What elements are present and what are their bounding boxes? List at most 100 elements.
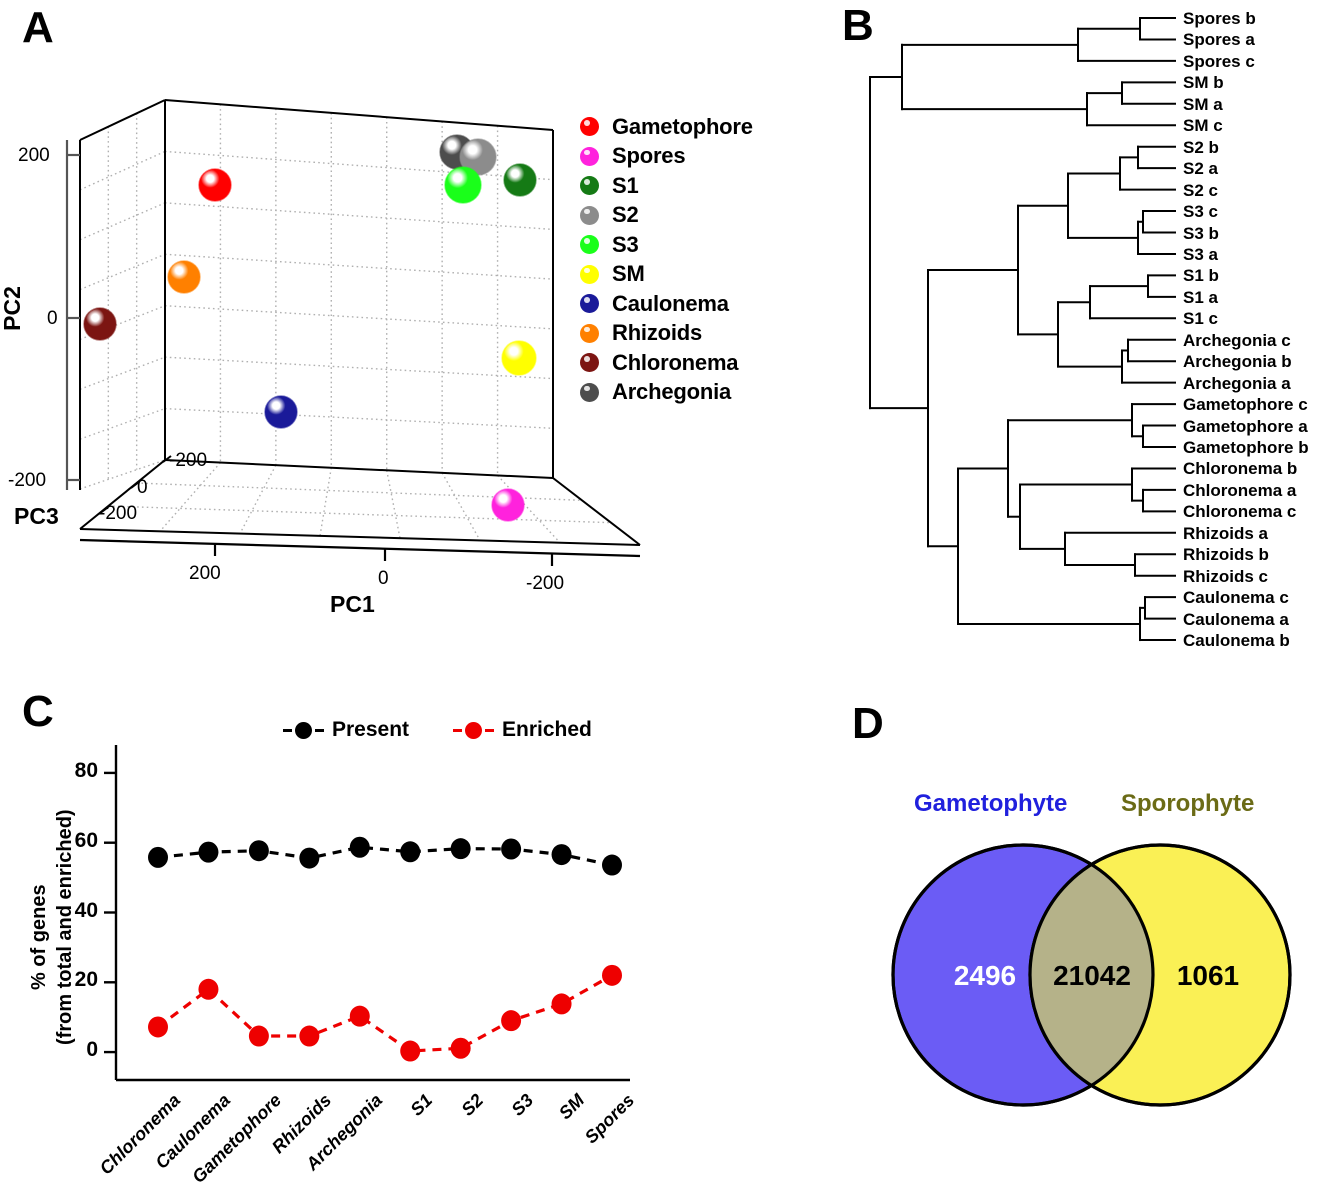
legend-marker-icon — [580, 117, 599, 137]
dendrogram-leaf: Archegonia c — [1183, 330, 1291, 350]
legend-marker-icon — [580, 146, 599, 166]
panel-d-letter: D — [852, 699, 884, 748]
dendrogram-leaf: Spores c — [1183, 51, 1255, 71]
pc2-tick-200: 200 — [18, 145, 50, 166]
pc1-axis-title: PC1 — [330, 591, 375, 617]
legend-marker-icon — [580, 294, 599, 314]
panel-c-legend-item-enriched[interactable]: Enriched — [450, 718, 592, 742]
pca-point-s1 — [504, 164, 536, 196]
pca-legend-label: Rhizoids — [612, 320, 703, 346]
dendrogram-leaf: Spores b — [1183, 9, 1256, 28]
legend-dash-icon — [283, 728, 292, 732]
venn-title-gametophyte: Gametophyte — [914, 790, 1068, 817]
venn-value-intersection: 21042 — [1053, 960, 1131, 991]
pca-point-rim — [503, 163, 537, 197]
genes-percentage-line-chart-svg — [104, 745, 630, 1082]
pca-3d-scatter-svg — [65, 99, 641, 566]
panel-c-datapoint-enriched — [551, 993, 572, 1015]
panel-c-datapoint-present — [501, 838, 522, 860]
dendrogram-leaf: S1 c — [1183, 309, 1218, 329]
panel-c-line-chart: C % of genes (from total and enriched) 0… — [0, 690, 680, 1187]
pca-point-rim — [167, 260, 201, 294]
pc3-axis-title: PC3 — [14, 503, 59, 529]
venn-circle-sporophyte-outline — [1028, 843, 1292, 1107]
legend-marker-icon — [580, 205, 599, 225]
pca-point-rim — [83, 307, 117, 341]
pc2-tick-0: 0 — [47, 308, 58, 329]
dendrogram-leaf: Caulonema c — [1183, 588, 1289, 608]
dendrogram-leaf: Rhizoids b — [1183, 545, 1269, 565]
dendrogram-leaf: Rhizoids c — [1183, 566, 1269, 586]
dendrogram-leaf: Gametophore b — [1183, 438, 1309, 457]
panel-c-line-enriched — [157, 973, 613, 1053]
dendrogram-leaf: Caulonema a — [1183, 609, 1289, 629]
pca-legend-label: Chloronema — [612, 349, 739, 375]
pca-point-rim — [501, 340, 537, 376]
pca-legend-item-chloronema[interactable]: Chloronema — [580, 348, 820, 378]
pca-legend-item-s3[interactable]: S3 — [580, 230, 820, 260]
dendrogram-leaf: S3 a — [1183, 244, 1218, 264]
pc2-tick-neg200: -200 — [8, 470, 47, 491]
panel-c-datapoint-present — [248, 840, 269, 862]
legend-dash-icon — [453, 728, 462, 732]
dendrogram-leaf: Gametophore c — [1183, 395, 1308, 415]
panel-c-datapoint-enriched — [148, 1016, 168, 1038]
pca-legend-label: Gametophore — [612, 113, 753, 139]
legend-dot-icon — [295, 721, 312, 739]
pca-legend-item-rhizoids[interactable]: Rhizoids — [580, 319, 820, 349]
legend-marker-icon — [580, 176, 599, 196]
panel-b-letter: B — [842, 1, 874, 50]
panel-c-line-present — [157, 845, 613, 867]
pca-legend-item-spores[interactable]: Spores — [580, 142, 820, 172]
panel-c-ytick: 40 — [74, 898, 98, 922]
panel-c-legend-item-present[interactable]: Present — [280, 718, 409, 742]
dendrogram-leaf: Archegonia a — [1183, 373, 1291, 393]
pca-legend-item-sm[interactable]: SM — [580, 260, 820, 290]
panel-d-venn-diagram: D Gametophyte Sporophyte 2496 21042 1061 — [830, 690, 1342, 1173]
pca-point-rim — [444, 166, 482, 204]
pca-legend-item-s2[interactable]: S2 — [580, 201, 820, 231]
pca-point-s3 — [445, 167, 481, 203]
pca-point-gametophore — [199, 169, 231, 201]
pca-legend-item-caulonema[interactable]: Caulonema — [580, 289, 820, 319]
legend-marker-icon — [580, 235, 599, 255]
pc1-tick-neg200: -200 — [526, 573, 565, 594]
legend-dash-icon — [315, 728, 324, 732]
pc1-tick-200: 200 — [189, 563, 221, 584]
pca-legend-label: S3 — [612, 231, 639, 257]
dendrogram-leaf: S1 b — [1183, 266, 1219, 286]
pca-legend-label: Archegonia — [612, 379, 732, 405]
pc3-tick-neg200-top: -200 — [169, 450, 208, 471]
panel-c-datapoint-enriched — [349, 1005, 370, 1027]
dendrogram-leaf: SM a — [1183, 94, 1223, 114]
panel-c-ytick: 20 — [74, 968, 98, 992]
panel-a-pca-plot: A — [0, 0, 830, 640]
dendrogram-leaf: S3 c — [1183, 202, 1218, 222]
pc1-tick-0: 0 — [378, 568, 389, 589]
dendrogram-leaf: Spores a — [1183, 30, 1255, 50]
panel-c-datapoint-enriched — [602, 964, 622, 986]
legend-dash-icon — [485, 728, 494, 732]
pca-legend-item-archegonia[interactable]: Archegonia — [580, 378, 820, 408]
pca-legend-item-gametophore[interactable]: Gametophore — [580, 112, 820, 142]
pca-legend-item-s1[interactable]: S1 — [580, 171, 820, 201]
pca-point-chloronema — [84, 308, 116, 340]
panel-c-datapoint-present — [450, 838, 471, 860]
panel-a-letter: A — [22, 3, 54, 52]
panel-c-datapoint-present — [551, 844, 572, 866]
pca-legend-label: S2 — [612, 202, 639, 228]
dendrogram-svg — [869, 17, 1176, 642]
panel-c-datapoint-enriched — [450, 1037, 471, 1059]
panel-c-ylabel-line1: % of genes — [28, 884, 50, 990]
pc2-axis-title: PC2 — [0, 286, 25, 331]
dendrogram-leaf: S2 c — [1183, 180, 1218, 200]
dendrogram-leaf: S2 a — [1183, 159, 1218, 179]
pca-point-sm — [502, 341, 536, 375]
panel-b-dendrogram: B Spores b Spores a Spores c SM b SM a SM c S2… — [830, 0, 1342, 672]
pca-point-s2 — [460, 139, 496, 175]
pca-legend-label: S1 — [612, 172, 639, 198]
pca-legend-label: Spores — [612, 143, 686, 169]
panel-c-datapoint-enriched — [400, 1040, 421, 1062]
dendrogram-leaf: SM b — [1183, 73, 1224, 93]
panel-c-datapoint-present — [299, 847, 320, 869]
